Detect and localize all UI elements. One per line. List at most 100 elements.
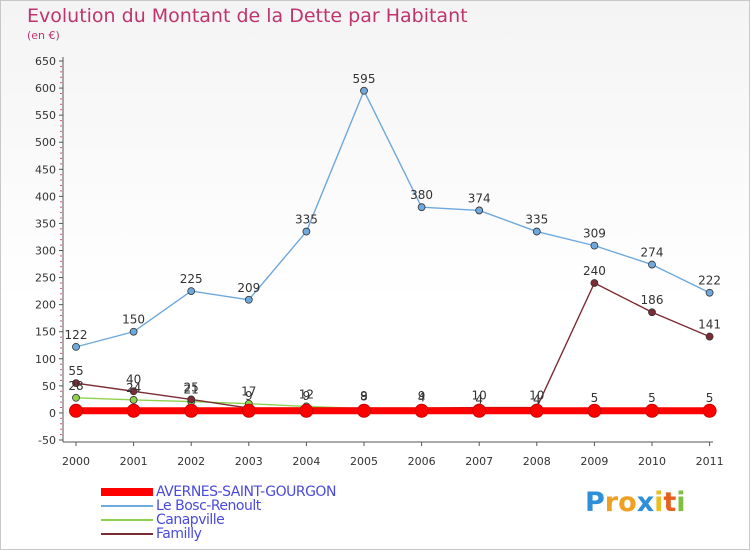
legend-swatch	[101, 519, 153, 521]
x-tick-label: 2005	[350, 455, 378, 468]
series-line	[75, 282, 710, 409]
y-tick-label: 200	[35, 299, 56, 312]
y-tick-label: 100	[35, 353, 56, 366]
logo-letter: t	[663, 487, 677, 518]
data-label: 222	[698, 274, 721, 288]
legend-label: AVERNES-SAINT-GOURGON	[156, 484, 336, 500]
data-label: 225	[180, 272, 203, 286]
data-label: 595	[353, 72, 376, 86]
data-label: 240	[583, 264, 606, 278]
chart-subtitle: (en €)	[27, 29, 60, 42]
data-label: 9	[360, 389, 368, 403]
data-point	[648, 260, 656, 269]
data-point	[72, 393, 80, 402]
data-label: 5	[591, 391, 599, 405]
logo-letter: P	[585, 487, 605, 518]
data-point	[187, 395, 196, 404]
data-label: 4	[533, 392, 541, 406]
logo-letter: i	[654, 487, 664, 518]
y-tick-label: 300	[35, 245, 56, 258]
data-point	[590, 279, 599, 287]
data-label: 141	[698, 318, 721, 332]
data-point	[72, 342, 80, 351]
data-label: 4	[418, 391, 426, 405]
legend-label: Le Bosc-Renoult	[156, 498, 261, 514]
data-point	[241, 403, 256, 418]
series-line	[75, 90, 710, 348]
data-point	[129, 327, 138, 336]
data-point	[187, 287, 196, 296]
x-tick-label: 2000	[62, 455, 90, 468]
data-point	[129, 387, 138, 396]
data-label: 309	[583, 227, 606, 241]
y-tick-label: 550	[35, 109, 56, 122]
data-point	[587, 403, 602, 418]
legend-label: Canapville	[156, 512, 225, 528]
x-tick-label: 2010	[638, 455, 666, 468]
data-label: 335	[525, 213, 548, 227]
legend-swatch	[101, 533, 153, 535]
data-label: 12	[299, 387, 314, 401]
data-label: 4	[475, 392, 483, 406]
data-point	[472, 403, 487, 418]
y-tick-label: 150	[35, 326, 56, 339]
legend-label: Familly	[156, 526, 202, 542]
x-tick-label: 2007	[465, 455, 493, 468]
chart-title: Evolution du Montant de la Dette par Hab…	[27, 5, 468, 27]
data-label: 17	[241, 385, 256, 399]
y-tick-label: 600	[35, 82, 56, 95]
data-label: 55	[68, 364, 83, 378]
data-label: 209	[237, 281, 260, 295]
data-label: 21	[184, 383, 199, 397]
data-point	[705, 288, 714, 297]
x-tick-label: 2003	[235, 455, 263, 468]
data-point	[648, 308, 656, 317]
x-tick-label: 2008	[523, 455, 551, 468]
y-tick-label: 650	[35, 55, 56, 68]
data-point	[414, 403, 429, 418]
data-point	[357, 403, 371, 418]
data-point	[475, 206, 484, 215]
y-tick-label: 250	[35, 272, 56, 285]
proxiti-logo: Proxiti	[585, 487, 686, 518]
data-label: 28	[68, 379, 83, 393]
data-label: 40	[126, 372, 141, 386]
data-label: 5	[648, 391, 656, 405]
data-label: 25	[184, 380, 199, 394]
y-tick-label: 350	[35, 217, 56, 230]
data-label: 374	[468, 191, 491, 205]
data-point	[645, 403, 659, 418]
data-point	[360, 86, 368, 95]
data-label: 9	[303, 389, 311, 403]
y-tick-label: 400	[35, 190, 56, 203]
data-label: 186	[641, 293, 664, 307]
logo-letter: x	[636, 487, 655, 518]
data-label: 8	[360, 390, 368, 404]
data-label: 10	[529, 389, 544, 403]
data-label: 150	[122, 313, 145, 327]
data-label: 10	[472, 389, 487, 403]
data-point	[299, 403, 314, 418]
legend-swatch	[101, 488, 153, 496]
data-point	[244, 295, 253, 304]
data-point	[532, 227, 541, 236]
data-point	[417, 203, 426, 212]
data-point	[69, 403, 83, 418]
x-tick-label: 2011	[696, 455, 724, 468]
x-tick-label: 2006	[408, 455, 436, 468]
data-point	[126, 403, 141, 418]
logo-letter: r	[604, 487, 619, 518]
y-tick-label: 50	[42, 380, 56, 393]
data-point	[705, 332, 714, 341]
data-label: 9	[418, 389, 426, 403]
data-point	[302, 227, 311, 236]
x-tick-label: 2001	[120, 455, 148, 468]
data-label: 24	[126, 381, 141, 395]
y-tick-label: 500	[35, 136, 56, 149]
x-tick-label: 2009	[580, 455, 608, 468]
y-tick-label: 0	[49, 407, 56, 420]
data-label: 274	[641, 246, 664, 260]
x-tick-label: 2002	[177, 455, 205, 468]
y-tick-label: -50	[38, 434, 56, 447]
